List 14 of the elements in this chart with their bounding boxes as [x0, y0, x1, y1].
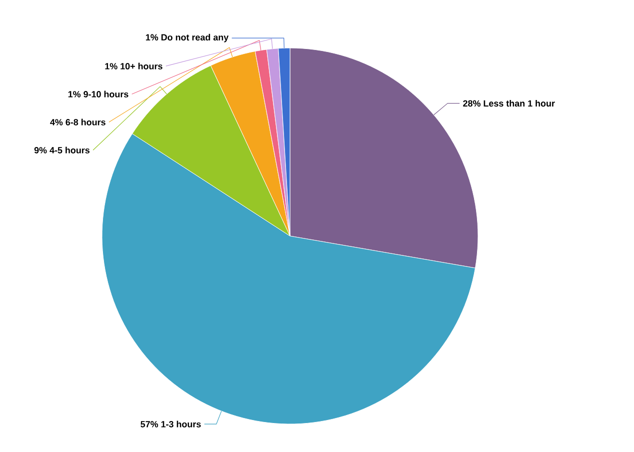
data-label: 1% — [146, 34, 158, 40]
slice-label: Do not read any — [161, 34, 229, 42]
slice-label: 1-3 hours — [161, 420, 201, 428]
data-label: 28% — [463, 100, 480, 107]
slice-label: 4-5 hours — [50, 146, 90, 154]
slice-label: 10+ hours — [120, 62, 162, 70]
data-label: 9% — [34, 147, 47, 154]
data-label: 4% — [50, 119, 63, 126]
slice-label: 9-10 hours — [84, 90, 128, 98]
data-label: 57% — [140, 421, 158, 428]
data-label: 1% — [68, 91, 81, 98]
slice-label: 6-8 hours — [66, 118, 106, 126]
slice-label: Less than 1 hour — [484, 100, 555, 107]
data-label: 1% — [105, 63, 118, 70]
